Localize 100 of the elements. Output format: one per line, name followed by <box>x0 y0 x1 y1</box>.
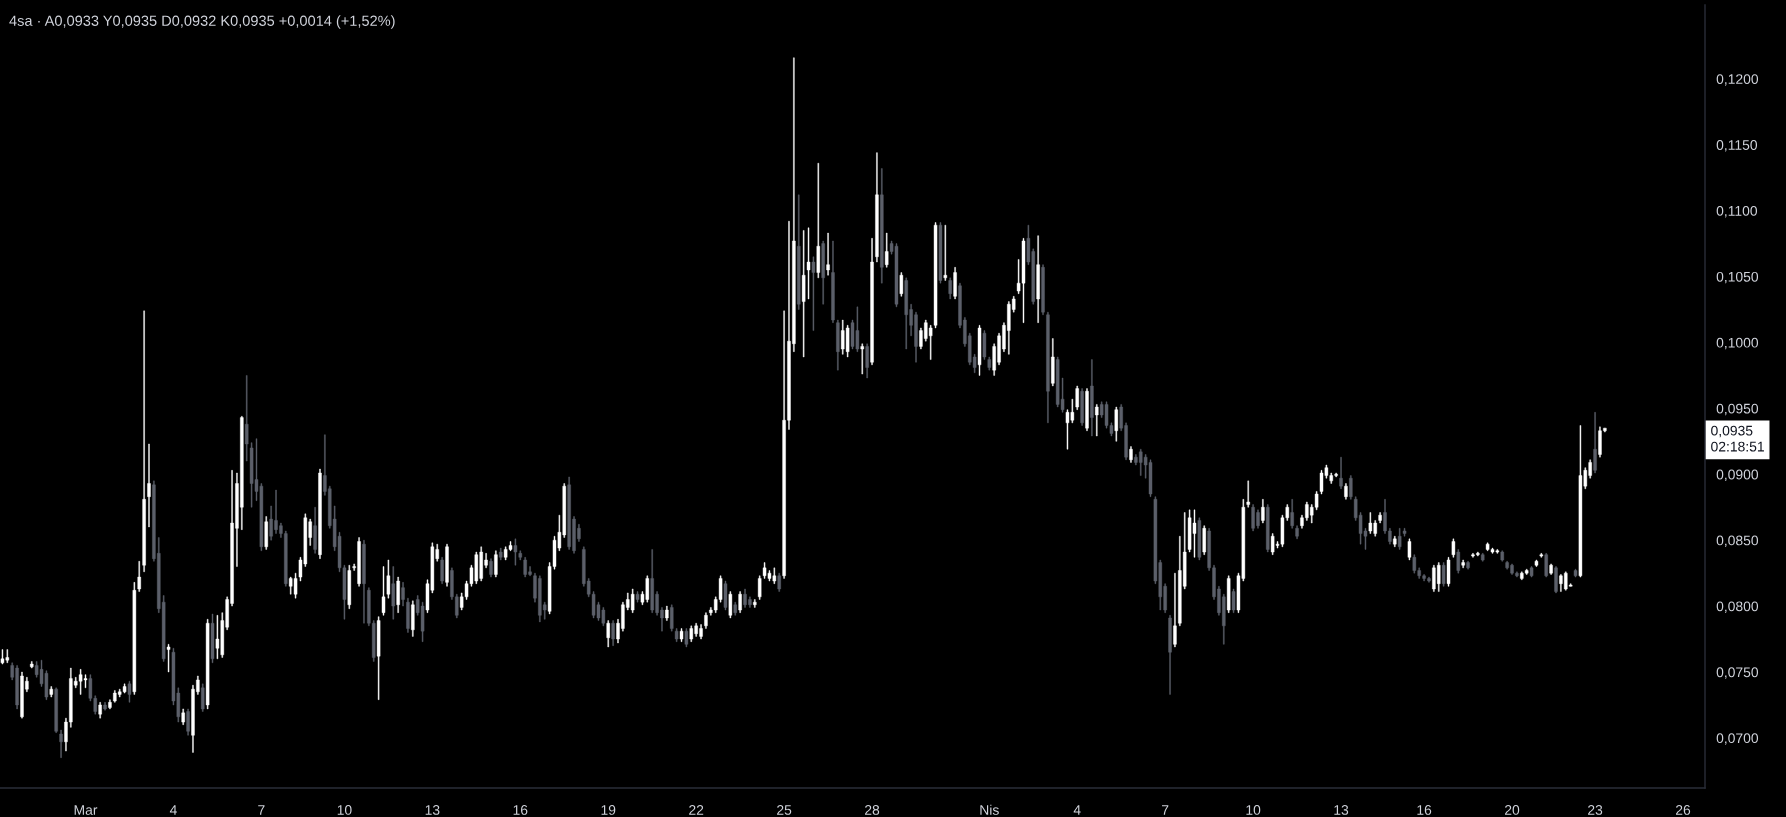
candlestick <box>1480 553 1485 562</box>
candlestick <box>1090 359 1094 437</box>
candlestick <box>811 256 816 331</box>
x-tick-label: 10 <box>337 805 352 815</box>
candlestick <box>865 343 869 379</box>
candlestick <box>948 277 952 300</box>
candlestick <box>1578 425 1583 578</box>
candlestick <box>499 547 503 561</box>
x-tick-label: 7 <box>258 805 265 815</box>
candlestick <box>1393 536 1397 547</box>
candlestick <box>513 538 518 566</box>
candlestick <box>826 232 830 276</box>
candlestick <box>122 683 127 694</box>
candlestick <box>1046 311 1050 424</box>
candlestick <box>1451 538 1456 558</box>
y-tick-label: 0,0800 <box>1716 601 1759 613</box>
candlestick <box>1441 562 1446 587</box>
candlestick <box>313 507 317 554</box>
candlestick <box>875 152 879 263</box>
candlestick <box>1549 563 1553 575</box>
candlestick <box>264 516 268 550</box>
candlestick <box>1129 446 1133 463</box>
candlestick <box>210 613 215 663</box>
x-tick-label: 16 <box>1417 805 1432 815</box>
candlestick <box>1168 615 1172 695</box>
x-tick-label: 25 <box>777 805 792 815</box>
candlestick <box>1339 456 1343 489</box>
candlestick <box>1466 561 1470 570</box>
candlestick <box>1095 404 1099 437</box>
candlestick <box>665 605 669 621</box>
candlestick <box>1573 568 1578 578</box>
x-tick-label: 28 <box>865 805 880 815</box>
candlestick <box>753 599 757 608</box>
y-tick-label: 0,0900 <box>1716 469 1759 482</box>
candlestick <box>733 601 737 616</box>
y-tick-label: 0,1200 <box>1716 74 1759 86</box>
candlestick <box>884 232 889 268</box>
candlestick <box>1197 517 1202 561</box>
candlestick <box>836 319 840 371</box>
candlestick <box>1539 553 1544 558</box>
x-tick-label: Nis <box>980 804 999 815</box>
candlestick <box>147 443 151 528</box>
candlestick <box>59 729 63 758</box>
candlestick <box>411 600 415 637</box>
x-tick-label: 16 <box>513 805 528 815</box>
candlestick <box>396 576 400 613</box>
candlestick <box>704 612 708 629</box>
candlestick <box>1407 538 1412 561</box>
candlestick <box>30 661 34 669</box>
candlestick <box>215 615 220 660</box>
candlestick <box>98 702 102 719</box>
candlestick <box>401 582 405 607</box>
candlestick <box>630 588 635 613</box>
x-tick-label: 19 <box>601 805 616 815</box>
candlestick <box>406 597 410 633</box>
text: 4sa · A0,0933 Y0,0935 D0,0932 K0,0935 +0,0014 (+1,52%) <box>9 15 395 29</box>
candlestick <box>684 628 689 648</box>
x-tick-label: 4 <box>169 805 177 815</box>
candlestick <box>899 272 904 297</box>
candlestick <box>0 649 5 665</box>
y-tick-label: 0,1150 <box>1716 140 1758 152</box>
candlestick <box>1051 338 1055 387</box>
candlestick <box>142 310 146 573</box>
candlestick <box>860 343 864 375</box>
y-tick-label: 0,1050 <box>1716 271 1759 284</box>
candlestick <box>1446 557 1451 587</box>
candlestick <box>166 644 171 673</box>
candlestick <box>1500 550 1504 562</box>
candlestick <box>391 566 395 620</box>
y-tick-label: 0,0750 <box>1716 667 1759 679</box>
candlestick <box>362 539 366 624</box>
candlestick <box>880 168 884 284</box>
candlestick <box>1246 480 1250 508</box>
x-tick-label: 26 <box>1675 805 1691 815</box>
candlestick <box>376 616 381 700</box>
candlestick <box>1529 566 1534 578</box>
candlestick <box>1290 499 1294 529</box>
x-tick-label: 22 <box>689 805 704 815</box>
y-tick-label: 0,1000 <box>1716 337 1759 350</box>
candlestick <box>201 683 205 712</box>
candlestick <box>723 580 728 611</box>
candlestick <box>108 699 112 710</box>
y-tick-label: 0,0850 <box>1716 535 1759 547</box>
x-tick-label: 23 <box>1588 805 1603 815</box>
candlestick <box>440 557 444 584</box>
candlestick <box>1593 412 1597 474</box>
candlestick <box>181 708 185 725</box>
candlestick <box>205 619 210 710</box>
candlestick <box>1534 559 1539 567</box>
candlestick <box>738 591 742 613</box>
candlestick <box>689 625 694 642</box>
candlestick <box>1114 406 1119 442</box>
candlestick <box>1295 525 1299 540</box>
candlestick <box>1378 512 1382 524</box>
candlestick <box>635 591 640 603</box>
candlestick <box>1173 572 1177 648</box>
candlestick <box>1349 475 1353 500</box>
candlestick <box>1231 588 1236 613</box>
candlestick <box>611 620 615 646</box>
y-tick-label: 0,0950 <box>1716 403 1759 416</box>
